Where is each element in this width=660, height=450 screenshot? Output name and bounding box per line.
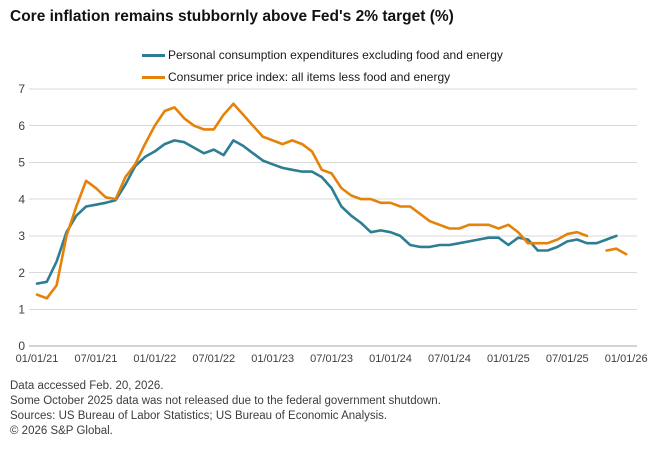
x-tick-label: 07/01/22 <box>192 353 235 365</box>
x-tick-label: 07/01/21 <box>75 353 118 365</box>
footer-data-accessed: Data accessed Feb. 20, 2026. <box>10 380 164 392</box>
legend-item-pce: Personal consumption expenditures exclud… <box>142 44 503 66</box>
legend-label-pce: Personal consumption expenditures exclud… <box>168 48 503 62</box>
y-tick-label: 3 <box>18 229 25 243</box>
y-tick-label: 1 <box>18 302 25 316</box>
chart-title: Core inflation remains stubbornly above … <box>10 8 454 25</box>
footer-sources: Sources: US Bureau of Labor Statistics; … <box>10 410 388 422</box>
cpi-line-swatch <box>142 75 165 79</box>
footer-shutdown-note: Some October 2025 data was not released … <box>10 395 441 407</box>
cpi-series-line <box>35 102 628 300</box>
y-tick-label: 0 <box>18 339 25 353</box>
x-tick-label: 01/01/25 <box>487 353 530 365</box>
y-tick-label: 2 <box>18 266 25 280</box>
pce-line-swatch <box>142 53 165 57</box>
x-tick-label: 01/01/22 <box>133 353 176 365</box>
x-tick-label: 01/01/21 <box>16 353 59 365</box>
footer-copyright: © 2026 S&P Global. <box>10 425 113 437</box>
x-tick-label: 01/01/23 <box>251 353 294 365</box>
legend-item-cpi: Consumer price index: all items less foo… <box>142 66 503 88</box>
y-tick-label: 5 <box>18 156 25 170</box>
x-tick-label: 07/01/24 <box>428 353 471 365</box>
pce-series-line <box>35 139 618 285</box>
x-tick-label: 07/01/23 <box>310 353 353 365</box>
y-tick-label: 4 <box>18 192 25 206</box>
x-tick-label: 01/01/24 <box>369 353 412 365</box>
x-tick-label: 07/01/25 <box>546 353 589 365</box>
legend-label-cpi: Consumer price index: all items less foo… <box>168 70 451 84</box>
chart-legend: Personal consumption expenditures exclud… <box>142 44 503 88</box>
y-tick-label: 7 <box>18 82 25 96</box>
x-tick-label: 01/01/26 <box>605 353 648 365</box>
chart-footer: Data accessed Feb. 20, 2026. Some Octobe… <box>10 379 655 439</box>
y-tick-label: 6 <box>18 119 25 133</box>
